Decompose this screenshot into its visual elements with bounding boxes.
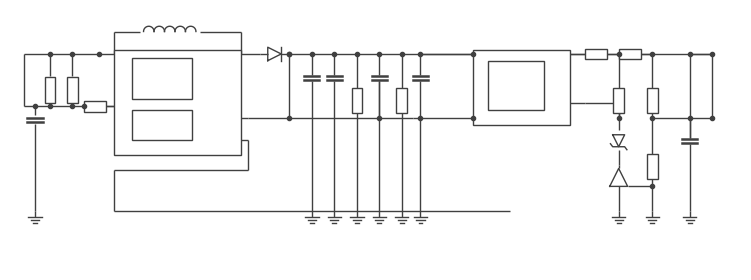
Bar [473, 50, 570, 125]
Bar [619, 49, 641, 59]
Bar [614, 88, 624, 113]
Bar [132, 58, 192, 99]
Bar [487, 61, 544, 110]
Bar [132, 110, 192, 140]
Bar [647, 88, 658, 113]
Bar [113, 50, 241, 155]
Bar [45, 77, 56, 103]
Bar [83, 101, 106, 111]
Bar [647, 154, 658, 179]
Bar [68, 77, 77, 103]
Bar [585, 49, 608, 59]
Bar [351, 88, 362, 113]
Bar [397, 88, 407, 113]
